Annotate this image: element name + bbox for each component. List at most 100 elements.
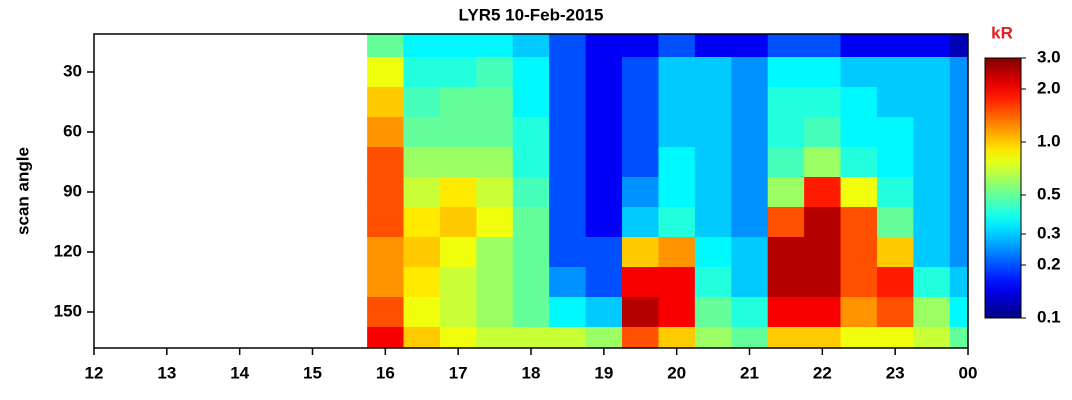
heat-cell [804, 207, 842, 238]
heat-cell [549, 297, 587, 328]
heat-cell [876, 57, 914, 88]
heat-cell [585, 237, 623, 268]
heat-cell [694, 34, 732, 58]
heat-cell [694, 117, 732, 148]
x-tick-label: 19 [594, 363, 613, 382]
x-tick-label: 18 [522, 363, 541, 382]
heat-cell [476, 207, 514, 238]
heat-cell [658, 297, 696, 328]
heat-cell [622, 177, 659, 208]
heat-cell [949, 297, 968, 328]
x-tick-label: 15 [303, 363, 322, 382]
heat-cell [439, 34, 477, 58]
heat-cell [549, 117, 587, 148]
heat-cell [476, 237, 514, 268]
heat-cell [949, 207, 968, 238]
heat-cell [767, 297, 805, 328]
heat-cell [512, 207, 550, 238]
heat-cell [804, 327, 842, 348]
heat-cell [840, 87, 878, 118]
heat-cell [549, 267, 587, 298]
heat-cell [767, 207, 805, 238]
heat-cell [876, 297, 914, 328]
heat-cell [694, 207, 732, 238]
heat-cell [585, 147, 623, 178]
heat-cell [549, 147, 587, 178]
y-tick-label: 30 [63, 61, 82, 80]
heat-cell [476, 57, 514, 88]
heat-cell [876, 327, 914, 348]
heat-cell [658, 267, 696, 298]
heat-cell [403, 327, 441, 348]
heat-cell [549, 57, 587, 88]
x-tick-label: 13 [157, 363, 176, 382]
heat-cell [731, 177, 769, 208]
heat-cell [767, 327, 805, 348]
heat-cell [512, 177, 550, 208]
heat-cell [694, 327, 732, 348]
colorbar-tick-label: 0.1 [1037, 307, 1061, 326]
heat-cell [549, 237, 587, 268]
heat-cell [949, 177, 968, 208]
heat-cell [476, 147, 514, 178]
heat-cell [658, 147, 696, 178]
heat-cell [731, 147, 769, 178]
heat-cell [949, 237, 968, 268]
heat-cell [804, 34, 842, 58]
heat-cell [476, 117, 514, 148]
heat-cell [439, 297, 477, 328]
x-tick-label: 23 [886, 363, 905, 382]
heat-cell [439, 87, 477, 118]
heat-cell [403, 57, 441, 88]
heat-cell [367, 327, 405, 348]
heat-cell [731, 327, 769, 348]
heat-cell [840, 327, 878, 348]
heat-cell [439, 147, 477, 178]
heat-cell [585, 117, 623, 148]
heat-cell [512, 34, 550, 58]
heat-cell [658, 177, 696, 208]
heat-cell [622, 117, 659, 148]
heat-cell [694, 297, 732, 328]
heat-cell [731, 297, 769, 328]
heat-cell [694, 267, 732, 298]
heat-cell [913, 207, 951, 238]
heat-cell [367, 177, 405, 208]
colorbar-label: kR [991, 23, 1013, 42]
heat-cell [876, 147, 914, 178]
heat-cell [476, 34, 514, 58]
heat-cell [767, 87, 805, 118]
heat-cell [403, 117, 441, 148]
heat-cell [476, 177, 514, 208]
heat-cell [367, 267, 405, 298]
heat-cell [403, 207, 441, 238]
heat-cell [731, 237, 769, 268]
heat-cell [913, 297, 951, 328]
heat-cell [767, 57, 805, 88]
y-tick-label: 120 [54, 241, 82, 260]
heat-cell [949, 57, 968, 88]
heat-cell [767, 147, 805, 178]
x-tick-label: 16 [376, 363, 395, 382]
heat-cell [622, 147, 659, 178]
heat-cell [585, 177, 623, 208]
x-tick-label: 21 [740, 363, 759, 382]
heat-cell [767, 117, 805, 148]
heat-cell [367, 117, 405, 148]
colorbar-tick-label: 2.0 [1037, 78, 1061, 97]
heat-cell [767, 237, 805, 268]
y-tick-label: 90 [63, 181, 82, 200]
colorbar-tick-label: 0.5 [1037, 184, 1061, 203]
heat-cell [840, 34, 878, 58]
heat-cell [439, 177, 477, 208]
heat-cell [876, 117, 914, 148]
heat-cell [804, 177, 842, 208]
heat-cell [913, 177, 951, 208]
heat-cell [876, 87, 914, 118]
heat-cell [949, 34, 968, 58]
heat-cell [549, 34, 587, 58]
heat-cell [512, 327, 550, 348]
heat-cell [731, 87, 769, 118]
y-axis-label: scan angle [13, 147, 32, 235]
